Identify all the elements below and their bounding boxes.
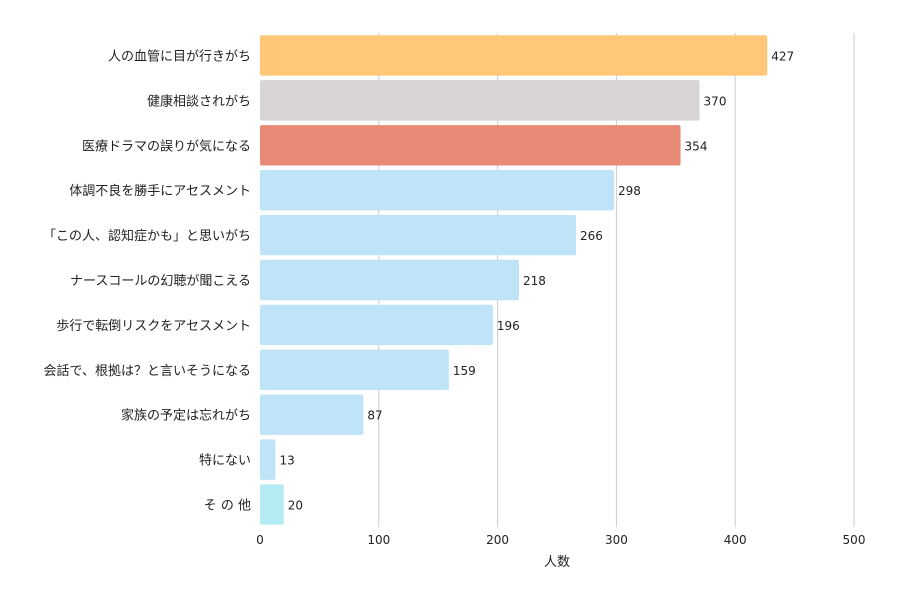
bar <box>260 439 276 480</box>
value-label: 159 <box>453 364 476 378</box>
x-tick-label: 500 <box>843 533 866 547</box>
bar <box>260 125 681 166</box>
category-label: 家族の予定は忘れがち <box>121 408 251 424</box>
category-label: 人の血管に目が行きがち <box>108 49 251 64</box>
category-label: そ の 他 <box>204 499 251 514</box>
category-label: 健康相談されがち <box>147 93 251 109</box>
bar <box>260 394 364 435</box>
x-axis-title: 人数 <box>544 555 570 570</box>
bars <box>260 35 768 525</box>
category-label: 体調不良を勝手にアセスメント <box>69 183 251 199</box>
value-label: 354 <box>685 139 708 153</box>
value-label: 20 <box>288 499 303 513</box>
value-label: 266 <box>580 229 603 243</box>
x-tick-label: 200 <box>486 533 509 547</box>
bar <box>260 169 615 211</box>
bar <box>260 349 449 391</box>
x-tick-label: 0 <box>256 533 264 547</box>
value-label: 218 <box>523 274 546 288</box>
x-tick-label: 300 <box>605 533 628 547</box>
value-label: 427 <box>771 49 794 63</box>
x-axis-ticks: 0 100 200 300 400 500 <box>256 533 865 547</box>
bar <box>260 214 577 256</box>
category-labels: 人の血管に目が行きがち健康相談されがち医療ドラマの誤りが気になる体調不良を勝手に… <box>43 49 251 513</box>
category-label: 医療ドラマの誤りが気になる <box>82 138 251 154</box>
value-label: 196 <box>497 319 520 333</box>
category-label: 「この人、認知症かも」と思いがち <box>43 228 251 244</box>
value-label: 13 <box>279 454 294 468</box>
x-tick-label: 100 <box>367 533 390 547</box>
bar <box>260 484 284 525</box>
value-label: 87 <box>367 409 382 423</box>
category-label: ナースコールの幻聴が聞こえる <box>70 274 251 289</box>
bar <box>260 304 493 346</box>
x-tick-label: 400 <box>724 533 747 547</box>
category-label: 会話で、根拠は？と言いそうになる <box>44 363 251 379</box>
category-label: 特にない <box>199 454 251 469</box>
category-label: 歩行で転倒リスクをアセスメント <box>56 319 251 334</box>
bar <box>260 80 700 121</box>
bar <box>260 35 768 76</box>
value-label: 298 <box>618 184 641 198</box>
bar <box>260 259 519 301</box>
value-labels: 427 370 354 298 266 218 196 159 87 13 20 <box>279 49 794 512</box>
value-label: 370 <box>704 94 727 108</box>
